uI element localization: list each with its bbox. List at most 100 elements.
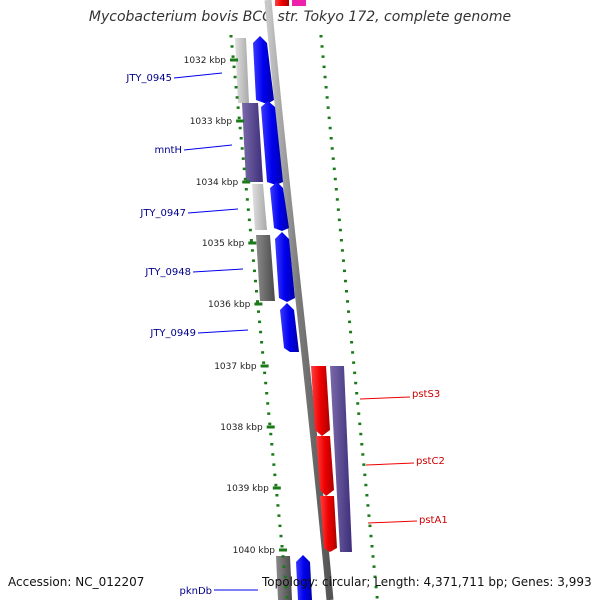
tick-dot (247, 218, 251, 222)
tick-dot (325, 96, 329, 99)
tick-dot (320, 45, 324, 48)
tick-dot (231, 55, 235, 58)
tick-dot (333, 177, 337, 181)
tick-dot (330, 147, 334, 150)
gene-leader-line (197, 329, 249, 334)
tick-dot (274, 483, 278, 487)
tick-ring-outer (319, 35, 379, 599)
tick-mark (248, 241, 257, 245)
gene-label[interactable]: pstC2 (416, 456, 445, 467)
tick-dot (334, 188, 338, 191)
tick-label: 1033 kbp (190, 117, 233, 127)
gene-labels: JTY_0945 mntH JTY_0947 JTY_0948 JTY_0949 pstS… (125, 72, 448, 597)
tick-dot (328, 126, 332, 130)
gene-leader-line (367, 520, 418, 524)
tick-dot (346, 300, 350, 303)
tick-dot (264, 381, 268, 385)
tick-dot (255, 290, 258, 293)
gene-label[interactable]: pstA1 (419, 515, 448, 526)
tick-dot (284, 585, 288, 589)
tick-dot (327, 116, 331, 120)
genome-stats-text: Topology: circular; Length: 4,371,711 bp… (262, 575, 592, 589)
tick-mark (272, 486, 281, 490)
tick-dot (321, 55, 325, 58)
tick-dot (364, 483, 368, 487)
forward-cds-pkndb[interactable] (296, 555, 312, 600)
gene-label[interactable]: JTY_0947 (139, 208, 186, 219)
tick-dot (319, 35, 323, 38)
tick-dot (251, 259, 255, 262)
forward-cds-jty0945[interactable] (253, 36, 274, 104)
gene-label[interactable]: JTY_0949 (149, 328, 196, 339)
map-title: Mycobacterium bovis BCG str. Tokyo 172, … (88, 9, 512, 25)
tick-label: 1039 kbp (226, 484, 269, 494)
reverse-cds-pstc2[interactable] (316, 436, 334, 496)
tick-dot (371, 555, 375, 558)
reverse-cds-psta1[interactable] (320, 496, 337, 552)
tick-dot (323, 75, 327, 79)
accession-text: Accession: NC_012207 (8, 575, 145, 589)
tick-dot (347, 310, 351, 313)
tick-dot (341, 259, 345, 262)
tick-label: 1036 kbp (208, 300, 251, 310)
reverse-cds-psts3[interactable] (311, 366, 330, 436)
tick-dot (265, 392, 269, 395)
tick-dot (240, 147, 244, 150)
tick-dot (256, 300, 260, 303)
gene-leader-line (359, 396, 411, 400)
tick-dot (357, 412, 361, 415)
tick-dot (249, 239, 253, 242)
tick-dot (352, 361, 356, 364)
tick-dot (278, 524, 282, 528)
tick-dot (337, 218, 341, 222)
forward-cds-jty0948[interactable] (275, 232, 295, 302)
tick-dot (250, 249, 254, 252)
tick-dot (258, 320, 262, 324)
tick-mark (242, 180, 251, 184)
tick-dot (354, 381, 358, 385)
tick-dot (235, 96, 239, 99)
tick-dot (238, 126, 242, 130)
gene-label[interactable]: JTY_0948 (144, 267, 191, 278)
tick-dot (268, 422, 272, 426)
tick-mark (236, 119, 245, 123)
tick-dot (257, 310, 261, 313)
forward-cds-mnth[interactable] (261, 101, 283, 185)
tick-dot (242, 167, 246, 171)
tick-dot (361, 453, 365, 456)
tick-dot (353, 371, 357, 375)
forward-cds-jty0949[interactable] (280, 303, 299, 352)
tick-dot (360, 443, 364, 446)
tick-dot (252, 269, 256, 273)
tick-dot (233, 75, 237, 79)
tick-dot (239, 137, 243, 140)
forward-cds-jty0947[interactable] (270, 182, 289, 231)
tick-dot (326, 106, 330, 109)
tick-dot (236, 106, 240, 109)
tick-label: 1034 kbp (196, 178, 239, 188)
gene-leader-line (192, 268, 244, 273)
gene-label[interactable]: mntH (154, 145, 182, 156)
tick-dot (324, 86, 328, 89)
tick-dot (363, 473, 367, 477)
tick-mark (266, 425, 275, 429)
tick-dot (351, 351, 355, 354)
gene-leader-line (173, 72, 223, 79)
tick-dot (373, 575, 377, 579)
gene-label[interactable]: JTY_0945 (125, 73, 172, 84)
tick-dot (245, 198, 249, 201)
gene-label[interactable]: pstS3 (412, 389, 440, 400)
reverse-cds-feature[interactable] (275, 0, 289, 6)
tick-dot (335, 198, 339, 201)
tick-dot (279, 534, 283, 538)
tick-dot (332, 167, 336, 171)
tick-dot (259, 330, 263, 334)
tick-dot (269, 432, 273, 436)
gene-label[interactable]: pknDb (179, 586, 212, 597)
misc-feature[interactable] (292, 0, 306, 6)
tick-dot (355, 392, 359, 395)
tick-dot (365, 494, 369, 497)
tick-dot (280, 545, 284, 548)
tick-labels: 1032 kbp 1033 kbp 1034 kbp 1035 kbp 1036 kbp… (184, 56, 287, 556)
